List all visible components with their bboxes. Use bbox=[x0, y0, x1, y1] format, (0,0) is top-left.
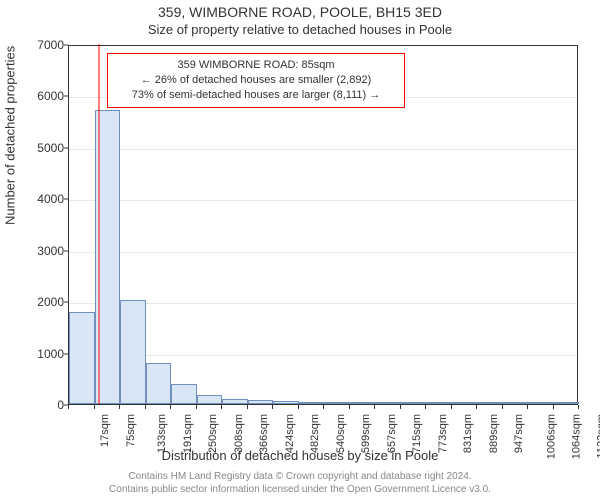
histogram-bar bbox=[401, 402, 427, 404]
xtick-mark bbox=[196, 405, 197, 409]
xtick-mark bbox=[170, 405, 171, 409]
histogram-bar bbox=[554, 402, 580, 404]
x-axis-label: Distribution of detached houses by size … bbox=[0, 448, 600, 463]
y-axis-label: Number of detached properties bbox=[3, 46, 18, 225]
xtick-mark bbox=[451, 405, 452, 409]
page-title: 359, WIMBORNE ROAD, POOLE, BH15 3ED bbox=[0, 4, 600, 20]
xtick-mark bbox=[68, 405, 69, 409]
annotation-line-1: 359 WIMBORNE ROAD: 85sqm bbox=[116, 58, 396, 73]
xtick-label: 17sqm bbox=[99, 414, 111, 447]
annotation-line-3: 73% of semi-detached houses are larger (… bbox=[116, 88, 396, 103]
xtick-mark bbox=[374, 405, 375, 409]
xtick-mark bbox=[553, 405, 554, 409]
xtick-mark bbox=[272, 405, 273, 409]
histogram-bar bbox=[171, 384, 197, 404]
xtick-mark bbox=[94, 405, 95, 409]
histogram-bar bbox=[503, 402, 529, 404]
footer: Contains HM Land Registry data © Crown c… bbox=[0, 470, 600, 496]
highlight-bar bbox=[98, 44, 100, 404]
xtick-label: 75sqm bbox=[125, 414, 137, 447]
histogram-bar bbox=[248, 400, 274, 404]
histogram-bar bbox=[426, 402, 452, 404]
histogram-bar bbox=[299, 402, 325, 404]
ytick-label: 4000 bbox=[24, 192, 64, 206]
ytick-label: 6000 bbox=[24, 89, 64, 103]
xtick-mark bbox=[527, 405, 528, 409]
xtick-mark bbox=[247, 405, 248, 409]
ytick-label: 5000 bbox=[24, 141, 64, 155]
histogram-bar bbox=[197, 395, 223, 404]
chart-subtitle: Size of property relative to detached ho… bbox=[0, 22, 600, 37]
histogram-bar bbox=[222, 399, 248, 404]
xtick-mark bbox=[476, 405, 477, 409]
histogram-bar bbox=[528, 402, 554, 404]
xtick-mark bbox=[578, 405, 579, 409]
xtick-mark bbox=[349, 405, 350, 409]
histogram-bar bbox=[452, 402, 478, 404]
xtick-mark bbox=[298, 405, 299, 409]
annotation-line-2: ← 26% of detached houses are smaller (2,… bbox=[116, 73, 396, 88]
ytick-label: 7000 bbox=[24, 38, 64, 52]
footer-line-1: Contains HM Land Registry data © Crown c… bbox=[0, 470, 600, 483]
annotation-box: 359 WIMBORNE ROAD: 85sqm ← 26% of detach… bbox=[107, 53, 405, 108]
xtick-mark bbox=[221, 405, 222, 409]
ytick-label: 2000 bbox=[24, 295, 64, 309]
histogram-bar bbox=[273, 401, 299, 404]
xtick-mark bbox=[145, 405, 146, 409]
histogram-bar bbox=[350, 402, 376, 404]
xtick-mark bbox=[425, 405, 426, 409]
xtick-mark bbox=[119, 405, 120, 409]
xtick-mark bbox=[323, 405, 324, 409]
histogram-bar bbox=[146, 363, 172, 404]
histogram-bar bbox=[120, 300, 146, 404]
xtick-mark bbox=[502, 405, 503, 409]
ytick-label: 3000 bbox=[24, 244, 64, 258]
xtick-mark bbox=[400, 405, 401, 409]
histogram-bar bbox=[69, 312, 95, 404]
histogram-bar bbox=[375, 402, 401, 404]
histogram-bar bbox=[477, 402, 503, 404]
footer-line-2: Contains public sector information licen… bbox=[0, 483, 600, 496]
ytick-label: 0 bbox=[24, 398, 64, 412]
histogram-bar bbox=[324, 402, 350, 404]
ytick-label: 1000 bbox=[24, 347, 64, 361]
